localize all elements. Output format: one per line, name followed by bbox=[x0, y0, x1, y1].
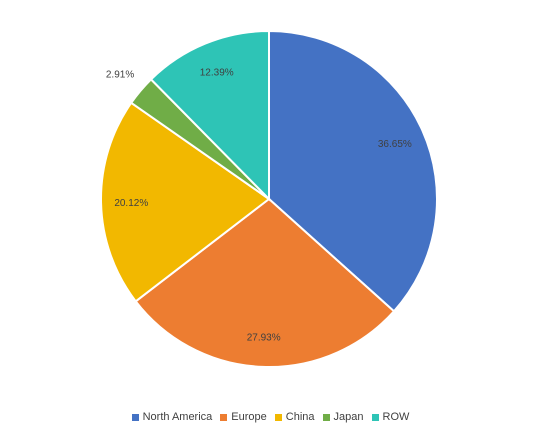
pie-slice-china bbox=[100, 101, 271, 303]
legend-item-north-america: North America bbox=[131, 411, 213, 423]
legend-item-row: ROW bbox=[371, 411, 410, 423]
legend-swatch-row bbox=[371, 413, 379, 421]
data-label-china: 20.12% bbox=[114, 198, 148, 209]
pie-slice-europe bbox=[134, 197, 396, 368]
legend-swatch-europe bbox=[220, 413, 228, 421]
legend-item-china: China bbox=[274, 411, 315, 423]
legend-label-europe: Europe bbox=[231, 411, 267, 423]
pie-slice-north-america bbox=[268, 29, 438, 313]
chart-legend: North America Europe China Japan ROW bbox=[0, 409, 541, 425]
legend-item-europe: Europe bbox=[220, 411, 267, 423]
data-label-europe: 27.93% bbox=[247, 333, 281, 344]
legend-label-china: China bbox=[285, 411, 315, 423]
data-label-japan: 2.91% bbox=[106, 69, 134, 80]
legend-label-row: ROW bbox=[382, 411, 410, 423]
legend-label-japan: Japan bbox=[333, 411, 364, 423]
pie-slice-row bbox=[149, 29, 270, 202]
legend-label-north-america: North America bbox=[142, 411, 213, 423]
legend-swatch-north-america bbox=[131, 413, 139, 421]
legend-swatch-china bbox=[274, 413, 282, 421]
legend-swatch-japan bbox=[322, 413, 330, 421]
data-label-north-america: 36.65% bbox=[378, 139, 412, 150]
legend-item-japan: Japan bbox=[322, 411, 364, 423]
data-label-row: 12.39% bbox=[200, 68, 234, 79]
